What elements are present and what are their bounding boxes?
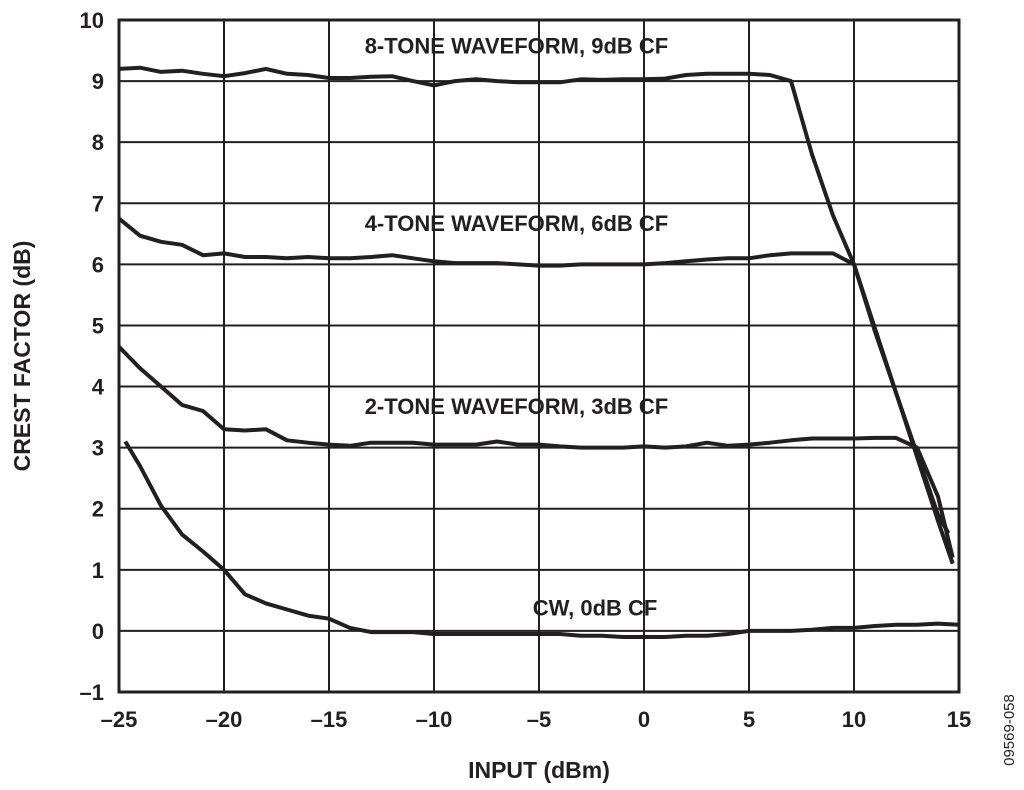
y-axis-title: CREST FACTOR (dB) xyxy=(9,241,35,472)
series-labels: 8-TONE WAVEFORM, 9dB CF 4-TONE WAVEFORM, … xyxy=(365,34,669,621)
y-tick-label: 10 xyxy=(80,8,104,33)
y-tick-label: 1 xyxy=(92,558,104,583)
x-tick-label: 10 xyxy=(842,707,866,732)
x-tick-label: –5 xyxy=(527,707,551,732)
x-tick-labels: –25 –20 –15 –10 –5 0 5 10 15 xyxy=(101,707,972,732)
x-tick-label: 5 xyxy=(743,707,755,732)
y-tick-label: 2 xyxy=(92,497,104,522)
series-label-1: 8-TONE WAVEFORM, 9dB CF xyxy=(365,34,669,59)
series-line-3 xyxy=(117,345,955,559)
y-tick-label: 3 xyxy=(92,436,104,461)
series-line-1 xyxy=(118,65,951,535)
plot-frame xyxy=(117,18,961,694)
y-tick-label: 6 xyxy=(92,252,104,277)
series-lines xyxy=(117,65,960,639)
y-tick-label: 8 xyxy=(92,130,104,155)
x-tick-label: 0 xyxy=(638,707,650,732)
series-label-4: CW, 0dB CF xyxy=(533,596,658,621)
y-tick-label: 0 xyxy=(92,619,104,644)
x-tick-label: 15 xyxy=(947,707,971,732)
x-tick-label: –10 xyxy=(416,707,453,732)
x-tick-label: –20 xyxy=(206,707,243,732)
y-tick-label: –1 xyxy=(80,680,104,705)
series-label-2: 4-TONE WAVEFORM, 6dB CF xyxy=(365,211,669,236)
y-tick-label: 4 xyxy=(92,375,105,400)
y-tick-label: 9 xyxy=(92,69,104,94)
x-tick-label: –25 xyxy=(101,707,138,732)
x-tick-label: –15 xyxy=(311,707,348,732)
y-tick-labels: –1 0 1 2 3 4 5 6 7 8 9 10 xyxy=(80,8,105,705)
series-line-4 xyxy=(123,440,960,639)
x-axis-title: INPUT (dBm) xyxy=(468,757,610,783)
series-label-3: 2-TONE WAVEFORM, 3dB CF xyxy=(365,394,669,419)
figure-id: 09569-058 xyxy=(1001,694,1018,766)
y-tick-label: 7 xyxy=(92,191,104,216)
series-line-2 xyxy=(117,216,955,565)
y-tick-label: 5 xyxy=(92,313,104,338)
